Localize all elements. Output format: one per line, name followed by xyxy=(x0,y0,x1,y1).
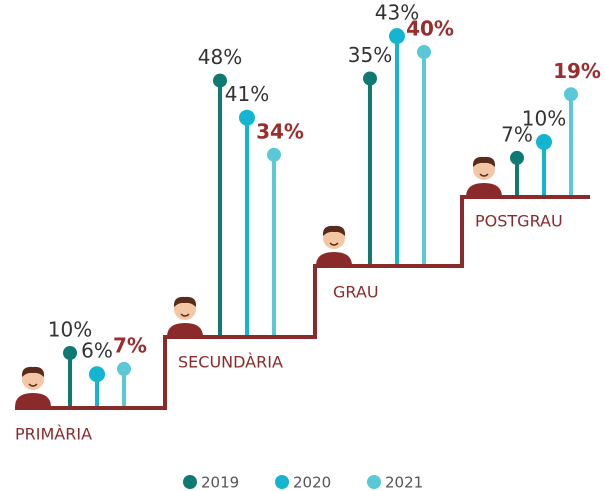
stairs xyxy=(15,195,590,410)
category-label: SECUNDÀRIA xyxy=(178,353,283,372)
value-label: 40% xyxy=(406,17,454,41)
value-label: 34% xyxy=(256,119,304,143)
category-label: GRAU xyxy=(333,283,379,302)
lollipop-dot xyxy=(536,134,552,150)
value-label: 7% xyxy=(113,333,147,357)
legend-label: 2020 xyxy=(293,474,331,491)
value-label: 7% xyxy=(501,122,533,146)
lollipop-dot xyxy=(239,109,255,126)
category-label: PRIMÀRIA xyxy=(15,425,92,444)
person-icon xyxy=(167,296,203,337)
lollipop-dot xyxy=(363,71,377,86)
lollipop-dot xyxy=(510,150,524,165)
value-label: 41% xyxy=(225,82,269,106)
person-icon xyxy=(316,225,352,266)
lollipop-dot xyxy=(117,361,131,376)
lollipop-dot xyxy=(564,87,578,102)
lollipop-dot xyxy=(213,73,227,88)
value-label: 10% xyxy=(48,318,92,342)
value-label: 48% xyxy=(198,45,242,69)
person-icon xyxy=(15,366,51,407)
value-label: 43% xyxy=(375,1,419,25)
category-label: POSTGRAU xyxy=(475,212,563,231)
value-label: 35% xyxy=(348,43,392,67)
value-label: 10% xyxy=(522,107,566,131)
legend-label: 2019 xyxy=(201,474,239,491)
value-label: 6% xyxy=(81,339,113,363)
legend-swatch xyxy=(367,475,381,489)
legend-label: 2021 xyxy=(385,474,423,491)
legend-swatch xyxy=(275,475,289,489)
lollipop-dot xyxy=(389,28,405,45)
lollipop-dot xyxy=(417,45,431,59)
lollipop-dot xyxy=(89,366,105,383)
lollipop-dot xyxy=(63,346,77,360)
person-icon xyxy=(466,156,502,197)
legend-swatch xyxy=(183,475,197,489)
lollipop-dot xyxy=(267,147,281,162)
person-icons xyxy=(15,156,502,407)
value-label: 19% xyxy=(553,59,601,83)
